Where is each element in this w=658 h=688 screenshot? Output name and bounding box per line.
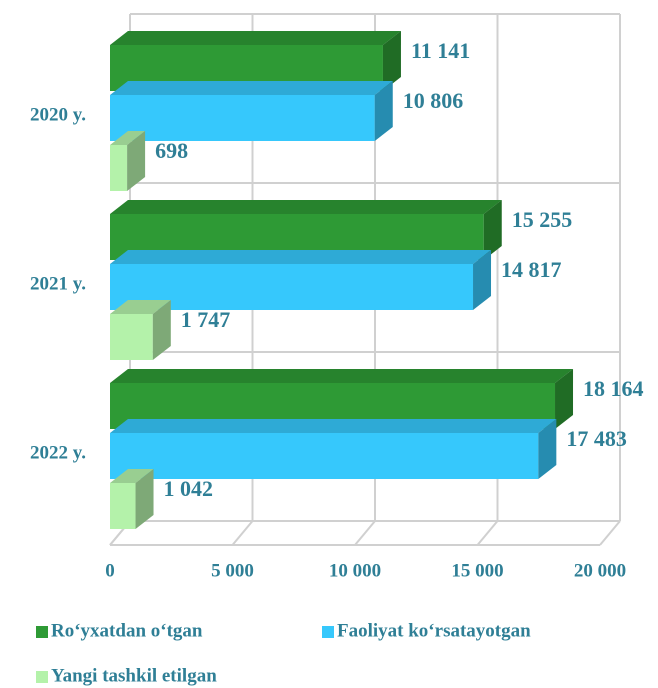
legend-label: Ro‘yxatdan o‘tgan [51, 620, 203, 641]
legend-label: Faoliyat ko‘rsatayotgan [337, 620, 531, 641]
legend-swatch [36, 671, 48, 683]
x-tick-label: 15 000 [451, 560, 503, 581]
bar-side [382, 31, 401, 91]
bar [110, 483, 136, 529]
bar [110, 433, 539, 479]
value-label: 18 164 [583, 376, 644, 401]
x-tick-label: 5 000 [211, 560, 254, 581]
legend-swatch [322, 626, 334, 638]
category-label: 2020 y. [30, 104, 86, 125]
bar-side [374, 81, 393, 141]
grid-line [476, 520, 499, 546]
value-label: 14 817 [501, 257, 561, 282]
value-label: 11 141 [411, 38, 470, 63]
bar-side [538, 419, 557, 479]
bar-top [110, 300, 171, 314]
x-tick-label: 20 000 [574, 560, 626, 581]
value-label: 698 [155, 138, 188, 163]
category-label: 2022 y. [30, 442, 86, 463]
bar-top [110, 200, 502, 214]
category-label: 2021 y. [30, 273, 86, 294]
bar-top [110, 369, 574, 383]
grid-line [599, 520, 621, 546]
bar-top [110, 250, 492, 264]
value-label: 15 255 [512, 207, 573, 232]
bar-top [110, 419, 557, 433]
bar [110, 314, 153, 360]
bar-top [110, 81, 393, 95]
bar-side [473, 250, 492, 310]
bar [110, 145, 128, 191]
value-label: 1 747 [181, 307, 231, 332]
bar-top [110, 131, 146, 145]
bar-side [152, 300, 171, 360]
value-label: 1 042 [164, 476, 214, 501]
bar-top [110, 469, 154, 483]
grid-line [231, 520, 254, 546]
bar-side [135, 469, 154, 529]
legend-label: Yangi tashkil etilgan [51, 665, 217, 686]
value-label: 17 483 [566, 426, 627, 451]
bar-side [127, 131, 146, 191]
grid-line [354, 520, 376, 546]
x-tick-label: 0 [105, 560, 115, 581]
value-label: 10 806 [403, 88, 464, 113]
bar-top [110, 31, 401, 45]
bar [110, 95, 375, 141]
bar-side [555, 369, 574, 429]
legend-swatch [36, 626, 48, 638]
bar-side [483, 200, 502, 260]
x-tick-label: 10 000 [329, 560, 381, 581]
